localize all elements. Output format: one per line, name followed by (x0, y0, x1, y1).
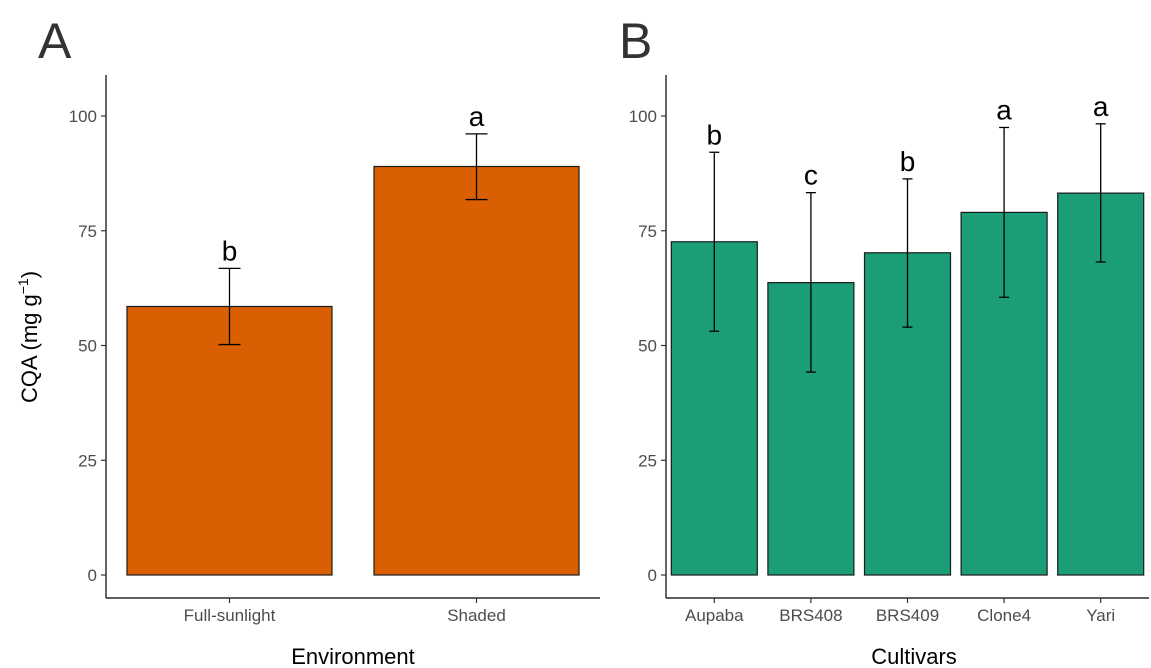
panel-b-y-tick-label: 100 (629, 107, 657, 126)
panel-b-significance-label: a (996, 94, 1012, 125)
y-axis-title-superscript: −1 (15, 278, 31, 294)
panel-a: A CQA (mg g−1) Environment 0 25 50 75 100 b Fu… (15, 13, 600, 668)
panel-a-bar (126, 305, 333, 576)
panel-b-y-tick-label: 0 (648, 566, 657, 585)
panel-b-significance-label: b (900, 146, 916, 177)
panel-b-x-axis-title: Cultivars (871, 644, 957, 668)
panel-b-x-tick-label: BRS408 (779, 606, 842, 625)
panel-b-x-tick-label: Yari (1086, 606, 1115, 625)
panel-a-label: A (38, 13, 72, 69)
panel-b-x-tick-label: Aupaba (685, 606, 744, 625)
panel-a-y-tick-label: 25 (78, 451, 97, 470)
panel-a-x-axis-title: Environment (291, 644, 415, 668)
panel-b: B Cultivars 0 25 50 75 100 b Aupaba c BRS408 b BRS… (619, 13, 1149, 668)
panel-b-y-tick-label: 50 (638, 337, 657, 356)
panel-b-y-tick-label: 25 (638, 451, 657, 470)
panel-a-x-tick-label: Full-sunlight (184, 606, 276, 625)
panel-a-y-tick-label: 0 (88, 566, 97, 585)
panel-a-significance-label: b (222, 235, 238, 266)
y-axis-title-suffix: ) (17, 271, 42, 278)
panel-b-significance-label: b (707, 119, 723, 150)
panel-b-significance-label: a (1093, 91, 1109, 122)
y-axis-title-main: CQA (mg g (17, 294, 42, 403)
panel-a-y-tick-label: 100 (69, 107, 97, 126)
panel-a-bar (373, 165, 580, 576)
panel-b-x-tick-label: BRS409 (876, 606, 939, 625)
panel-a-marks: 0 25 50 75 100 b Full-sunlight a Shaded (69, 75, 600, 625)
panel-a-y-tick-label: 50 (78, 337, 97, 356)
panel-a-significance-label: a (469, 101, 485, 132)
panel-a-y-tick-label: 75 (78, 222, 97, 241)
panel-b-x-tick-label: Clone4 (977, 606, 1031, 625)
panel-b-marks: 0 25 50 75 100 b Aupaba c BRS408 b BRS409 a Clone4 a Y… (629, 75, 1149, 625)
panel-b-label: B (619, 13, 652, 69)
y-axis-title: CQA (mg g−1) (15, 271, 42, 403)
panel-a-x-tick-label: Shaded (447, 606, 506, 625)
panel-b-significance-label: c (804, 160, 818, 191)
panel-b-y-tick-label: 75 (638, 222, 657, 241)
